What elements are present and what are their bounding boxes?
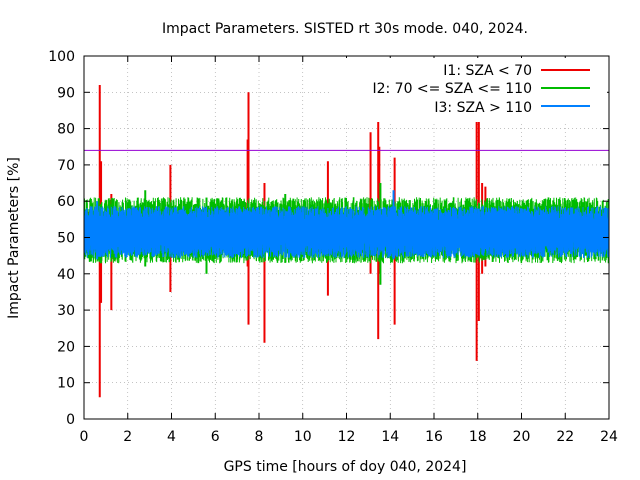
x-tick-label: 12 [338, 429, 356, 445]
x-tick-label: 4 [167, 429, 176, 445]
x-tick-label: 6 [211, 429, 220, 445]
x-tick-label: 2 [123, 429, 132, 445]
legend-label-i2: I2: 70 <= SZA <= 110 [372, 81, 532, 97]
x-tick-label: 24 [600, 429, 618, 445]
legend-label-i1: I1: SZA < 70 [443, 63, 532, 79]
y-axis-label: Impact Parameters [%] [6, 157, 22, 319]
x-tick-label: 16 [425, 429, 443, 445]
x-axis-label: GPS time [hours of doy 040, 2024] [224, 459, 467, 475]
legend-background [332, 58, 607, 122]
legend: I1: SZA < 70 I2: 70 <= SZA <= 110 I3: SZ… [332, 58, 607, 122]
y-tick-label: 20 [57, 339, 75, 355]
x-tick-label: 18 [469, 429, 487, 445]
y-tick-label: 90 [57, 85, 75, 101]
chart-title: Impact Parameters. SISTED rt 30s mode. 0… [162, 21, 528, 37]
y-tick-label: 10 [57, 376, 75, 392]
y-tick-label: 100 [48, 49, 75, 65]
y-tick-label: 40 [57, 267, 75, 283]
y-tick-label: 60 [57, 194, 75, 210]
y-tick-label: 0 [66, 412, 75, 428]
x-tick-label: 14 [381, 429, 399, 445]
y-tick-label: 50 [57, 231, 75, 247]
x-tick-label: 0 [80, 429, 89, 445]
y-tick-label: 70 [57, 158, 75, 174]
legend-label-i3: I3: SZA > 110 [434, 100, 532, 116]
x-tick-label: 10 [294, 429, 312, 445]
x-tick-label: 22 [556, 429, 574, 445]
series-3-band [83, 206, 610, 258]
y-tick-label: 80 [57, 122, 75, 138]
data-layer [83, 81, 610, 398]
y-tick-label: 30 [57, 303, 75, 319]
x-tick-label: 8 [255, 429, 264, 445]
x-tick-label: 20 [513, 429, 531, 445]
